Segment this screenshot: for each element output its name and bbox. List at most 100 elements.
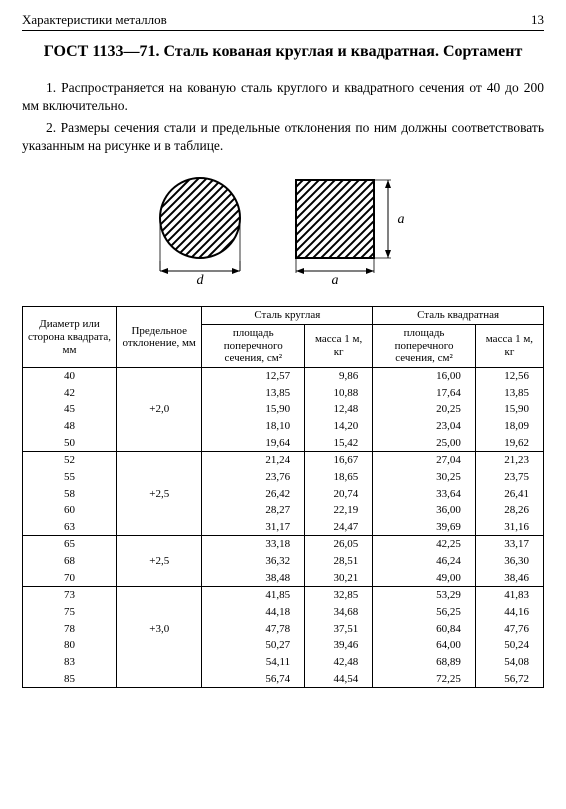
cell-round-area: 26,42 [202, 486, 305, 503]
cell-round-area: 36,32 [202, 553, 305, 570]
cell-diameter: 75 [23, 604, 117, 621]
cell-square-area: 60,84 [373, 621, 476, 638]
paragraph-2: 2. Размеры сечения стали и предельные от… [22, 119, 544, 155]
table-row: 5019,6415,4225,0019,62 [23, 435, 544, 452]
cell-round-mass: 26,05 [305, 536, 373, 553]
cell-tolerance [117, 418, 202, 435]
table-row: 8354,1142,4868,8954,08 [23, 654, 544, 671]
table-row: 58+2,526,4220,7433,6426,41 [23, 486, 544, 503]
col-group-round: Сталь круглая [202, 307, 373, 325]
cell-round-mass: 16,67 [305, 452, 373, 469]
cell-diameter: 55 [23, 469, 117, 486]
cell-diameter: 85 [23, 671, 117, 688]
cell-diameter: 50 [23, 435, 117, 452]
cell-round-mass: 20,74 [305, 486, 373, 503]
cell-square-area: 27,04 [373, 452, 476, 469]
cell-square-area: 56,25 [373, 604, 476, 621]
cell-square-mass: 21,23 [475, 452, 543, 469]
cell-round-mass: 12,48 [305, 401, 373, 418]
table-row: 8050,2739,4664,0050,24 [23, 637, 544, 654]
table-row: 6533,1826,0542,2533,17 [23, 536, 544, 553]
cell-tolerance [117, 435, 202, 452]
col-group-square: Сталь квадратная [373, 307, 544, 325]
cell-round-area: 28,27 [202, 502, 305, 519]
cell-tolerance [117, 654, 202, 671]
figures-row: d a a [22, 173, 544, 288]
cell-tolerance: +2,0 [117, 401, 202, 418]
cell-square-area: 17,64 [373, 385, 476, 402]
cell-tolerance [117, 570, 202, 587]
cell-square-mass: 18,09 [475, 418, 543, 435]
cell-square-mass: 13,85 [475, 385, 543, 402]
cell-round-mass: 30,21 [305, 570, 373, 587]
cell-tolerance [117, 502, 202, 519]
cell-diameter: 42 [23, 385, 117, 402]
cell-round-mass: 18,65 [305, 469, 373, 486]
cell-round-area: 47,78 [202, 621, 305, 638]
cell-round-area: 38,48 [202, 570, 305, 587]
cell-round-area: 56,74 [202, 671, 305, 688]
cell-square-mass: 28,26 [475, 502, 543, 519]
cell-round-area: 23,76 [202, 469, 305, 486]
cell-round-mass: 37,51 [305, 621, 373, 638]
table-row: 8556,7444,5472,2556,72 [23, 671, 544, 688]
page-number: 13 [531, 12, 544, 28]
cell-tolerance [117, 368, 202, 385]
cell-diameter: 52 [23, 452, 117, 469]
table-row: 70 38,4830,2149,0038,46 [23, 570, 544, 587]
cell-round-area: 41,85 [202, 587, 305, 604]
cell-round-mass: 24,47 [305, 519, 373, 536]
table-row: 7544,1834,6856,2544,16 [23, 604, 544, 621]
cell-round-mass: 15,42 [305, 435, 373, 452]
cell-tolerance [117, 587, 202, 604]
cell-diameter: 60 [23, 502, 117, 519]
cell-square-mass: 26,41 [475, 486, 543, 503]
col-diameter: Диаметр или сторона квадрата, мм [23, 307, 117, 368]
table-row: 78+3,047,7837,5160,8447,76 [23, 621, 544, 638]
running-header: Характеристики металлов 13 [22, 12, 544, 31]
cell-square-mass: 36,30 [475, 553, 543, 570]
cell-tolerance [117, 671, 202, 688]
cell-round-mass: 39,46 [305, 637, 373, 654]
col-square-area: площадь поперечного сечения, см² [373, 325, 476, 368]
cell-square-mass: 19,62 [475, 435, 543, 452]
page-title: ГОСТ 1133—71. Сталь кованая круглая и кв… [22, 41, 544, 63]
cell-square-area: 36,00 [373, 502, 476, 519]
cell-square-area: 53,29 [373, 587, 476, 604]
header-left: Характеристики металлов [22, 12, 167, 28]
table-row: 45+2,015,9012,4820,2515,90 [23, 401, 544, 418]
table-row: 68+2,536,3228,5146,2436,30 [23, 553, 544, 570]
cell-diameter: 63 [23, 519, 117, 536]
figure-circle-label: d [197, 273, 205, 288]
cell-round-area: 18,10 [202, 418, 305, 435]
cell-diameter: 83 [23, 654, 117, 671]
cell-square-mass: 50,24 [475, 637, 543, 654]
table-row: 6028,2722,1936,0028,26 [23, 502, 544, 519]
col-round-mass: масса 1 м, кг [305, 325, 373, 368]
cell-square-area: 72,25 [373, 671, 476, 688]
cell-round-mass: 44,54 [305, 671, 373, 688]
table-row: 4818,1014,2023,0418,09 [23, 418, 544, 435]
cell-round-area: 44,18 [202, 604, 305, 621]
cell-square-area: 42,25 [373, 536, 476, 553]
table-row: 4213,8510,8817,6413,85 [23, 385, 544, 402]
cell-square-area: 49,00 [373, 570, 476, 587]
cell-round-mass: 42,48 [305, 654, 373, 671]
paragraph-1: 1. Распространяется на кованую сталь кру… [22, 79, 544, 115]
cell-diameter: 70 [23, 570, 117, 587]
col-round-area: площадь поперечного сечения, см² [202, 325, 305, 368]
cell-round-mass: 10,88 [305, 385, 373, 402]
cell-square-area: 33,64 [373, 486, 476, 503]
cell-square-mass: 33,17 [475, 536, 543, 553]
cell-diameter: 73 [23, 587, 117, 604]
cell-tolerance: +2,5 [117, 553, 202, 570]
cell-square-area: 25,00 [373, 435, 476, 452]
cell-diameter: 68 [23, 553, 117, 570]
cell-square-mass: 12,56 [475, 368, 543, 385]
cell-square-mass: 38,46 [475, 570, 543, 587]
table-row: 4012,579,8616,0012,56 [23, 368, 544, 385]
cell-round-mass: 9,86 [305, 368, 373, 385]
cell-diameter: 40 [23, 368, 117, 385]
figure-square: a a [286, 173, 426, 288]
cell-square-area: 16,00 [373, 368, 476, 385]
